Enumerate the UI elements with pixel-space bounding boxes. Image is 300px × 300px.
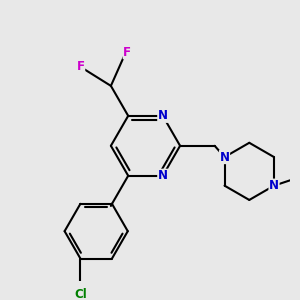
Text: N: N <box>158 109 168 122</box>
Text: F: F <box>77 60 85 73</box>
Text: N: N <box>220 151 230 164</box>
Text: N: N <box>158 169 168 182</box>
Text: Cl: Cl <box>74 288 87 300</box>
Text: N: N <box>269 179 279 192</box>
Text: F: F <box>123 46 131 59</box>
